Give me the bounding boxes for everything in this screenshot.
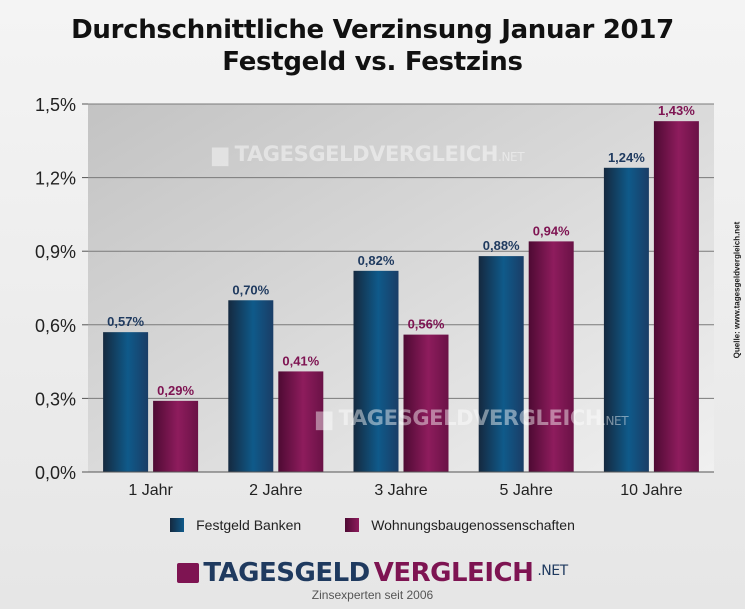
bar [528,241,574,472]
brand-footer: TAGESGELD VERGLEICH .NET Zinsexperten seit… [0,557,745,602]
legend: Festgeld Banken Wohnungsbaugenossenschaf… [0,517,745,533]
chart-title-line-1: Durchschnittliche Verzinsung Januar 2017 [71,15,674,45]
brand-tagline: Zinsexperten seit 2006 [311,588,434,602]
bars [103,121,699,472]
source-note: Quelle: www.tagesgeldvergleich.net [732,221,742,359]
data-label: 0,70% [232,282,269,297]
legend-item-wohnungsbau: Wohnungsbaugenossenschaften [345,517,575,533]
brand-part-1: TAGESGELD [203,557,370,588]
y-axis-ticks: 0,0% 0,3% 0,6% 0,9% 1,2% 1,5% [35,95,88,483]
bar [278,371,324,472]
bar [228,300,274,472]
bar [103,332,149,472]
bar [653,121,699,472]
legend-item-festgeld: Festgeld Banken [170,517,301,533]
data-label: 0,57% [107,314,144,329]
brand-logo: TAGESGELD VERGLEICH .NET [177,557,568,588]
data-label: 1,24% [608,150,645,165]
chart-title: Durchschnittliche Verzinsung Januar 2017… [0,14,745,78]
y-tick-label: 0,9% [35,242,76,262]
bar [353,270,399,472]
bar [153,400,199,472]
data-labels: 0,57% 0,29% 0,70% 0,41% 0,82% 0,56% 0,88% 0,94%… [107,103,695,398]
legend-label-wohnungsbau: Wohnungsbaugenossenschaften [371,517,575,533]
data-label: 0,56% [408,317,445,332]
data-label: 0,82% [358,253,395,268]
x-tick-label: 5 Jahre [500,482,553,499]
bar [478,256,524,472]
data-label: 0,88% [483,238,520,253]
watermark-logo-bottom: ▆ TAGESGELDVERGLEICH.NET [316,406,629,430]
data-label: 0,29% [157,383,194,398]
y-tick-label: 1,5% [35,95,76,115]
data-label: 0,41% [282,353,319,368]
x-tick-label: 2 Jahre [249,482,302,499]
x-tick-label: 1 Jahr [128,482,173,499]
legend-swatch-wohnungsbau [345,518,360,532]
x-axis-ticks: 1 Jahr 2 Jahre 3 Jahre 5 Jahre 10 Jahre [128,482,682,499]
y-tick-label: 0,3% [35,389,76,409]
watermark-logo-top: ▆ TAGESGELDVERGLEICH.NET [212,142,525,166]
bar [403,334,449,472]
y-tick-label: 1,2% [35,169,76,189]
pulse-chart-icon [177,562,200,583]
y-tick-label: 0,6% [35,316,76,336]
legend-label-festgeld: Festgeld Banken [196,517,302,533]
legend-swatch-festgeld [170,518,185,532]
brand-suffix: .NET [537,563,568,579]
data-label: 1,43% [658,103,695,118]
x-tick-label: 3 Jahre [374,482,427,499]
x-tick-label: 10 Jahre [620,482,682,499]
y-tick-label: 0,0% [35,463,76,483]
chart-title-line-2: Festgeld vs. Festzins [222,47,523,77]
brand-part-2: VERGLEICH [373,557,534,588]
bar [603,167,649,472]
data-label: 0,94% [533,223,570,238]
